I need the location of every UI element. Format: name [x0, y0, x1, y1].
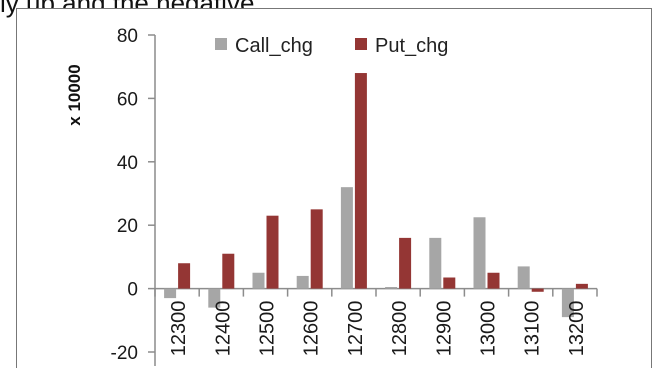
chart-frame: [16, 8, 652, 368]
bar-put-chg-12800: [399, 237, 412, 289]
y-tick-label: 60: [117, 89, 138, 110]
x-category-label: 13100: [522, 301, 544, 357]
bar-call-chg-12300: [164, 288, 177, 299]
bar-call-chg-13000: [473, 217, 486, 289]
bar-put-chg-13000: [487, 272, 500, 289]
y-tick-label: 20: [117, 216, 138, 237]
bar-put-chg-12600: [310, 209, 323, 289]
legend-swatch-put-chg: [355, 38, 367, 50]
chart-labels: 80 60 40 20 0 -20 x 10000 12300 12400 12500 12600 1…: [65, 26, 588, 364]
chart-bars: [164, 73, 588, 318]
y-tick-label: 40: [117, 153, 138, 174]
y-tick-label: 0: [127, 280, 138, 301]
x-category-label: 13200: [566, 301, 588, 357]
x-category-label: 12600: [301, 301, 323, 357]
bar-put-chg-13100: [531, 288, 544, 292]
bar-call-chg-13100: [517, 266, 530, 289]
bar-put-chg-12500: [266, 215, 279, 289]
legend-label-put-chg: Put_chg: [375, 35, 448, 57]
bar-put-chg-12700: [354, 73, 367, 289]
bar-put-chg-13200: [575, 283, 588, 289]
x-category-label: 12700: [345, 301, 367, 357]
bar-call-chg-12500: [252, 272, 265, 289]
legend-label-call-chg: Call_chg: [235, 35, 313, 57]
x-category-label: 12500: [257, 301, 279, 357]
bar-call-chg-12700: [340, 187, 353, 289]
bar-put-chg-12400: [222, 253, 235, 289]
x-category-label: 12400: [212, 301, 234, 357]
legend-swatch-call-chg: [215, 38, 227, 50]
y-axis-title: x 10000: [65, 64, 84, 125]
bar-put-chg-12300: [178, 263, 191, 289]
bar-call-chg-12800: [385, 287, 398, 289]
bar-call-chg-12600: [296, 275, 309, 289]
chart-legend: Call_chg Put_chg: [215, 35, 448, 57]
bar-call-chg-12900: [429, 237, 442, 289]
x-category-label: 12300: [168, 301, 190, 357]
bar-call-chg-12400: [208, 288, 221, 308]
x-category-label: 12900: [433, 301, 455, 357]
x-category-label: 12800: [389, 301, 411, 357]
x-category-label: 13000: [478, 301, 500, 357]
y-tick-label: -20: [111, 343, 138, 364]
bar-put-chg-12900: [443, 277, 456, 289]
bar-call-chg-13200: [561, 288, 574, 318]
y-tick-label: 80: [117, 26, 138, 47]
